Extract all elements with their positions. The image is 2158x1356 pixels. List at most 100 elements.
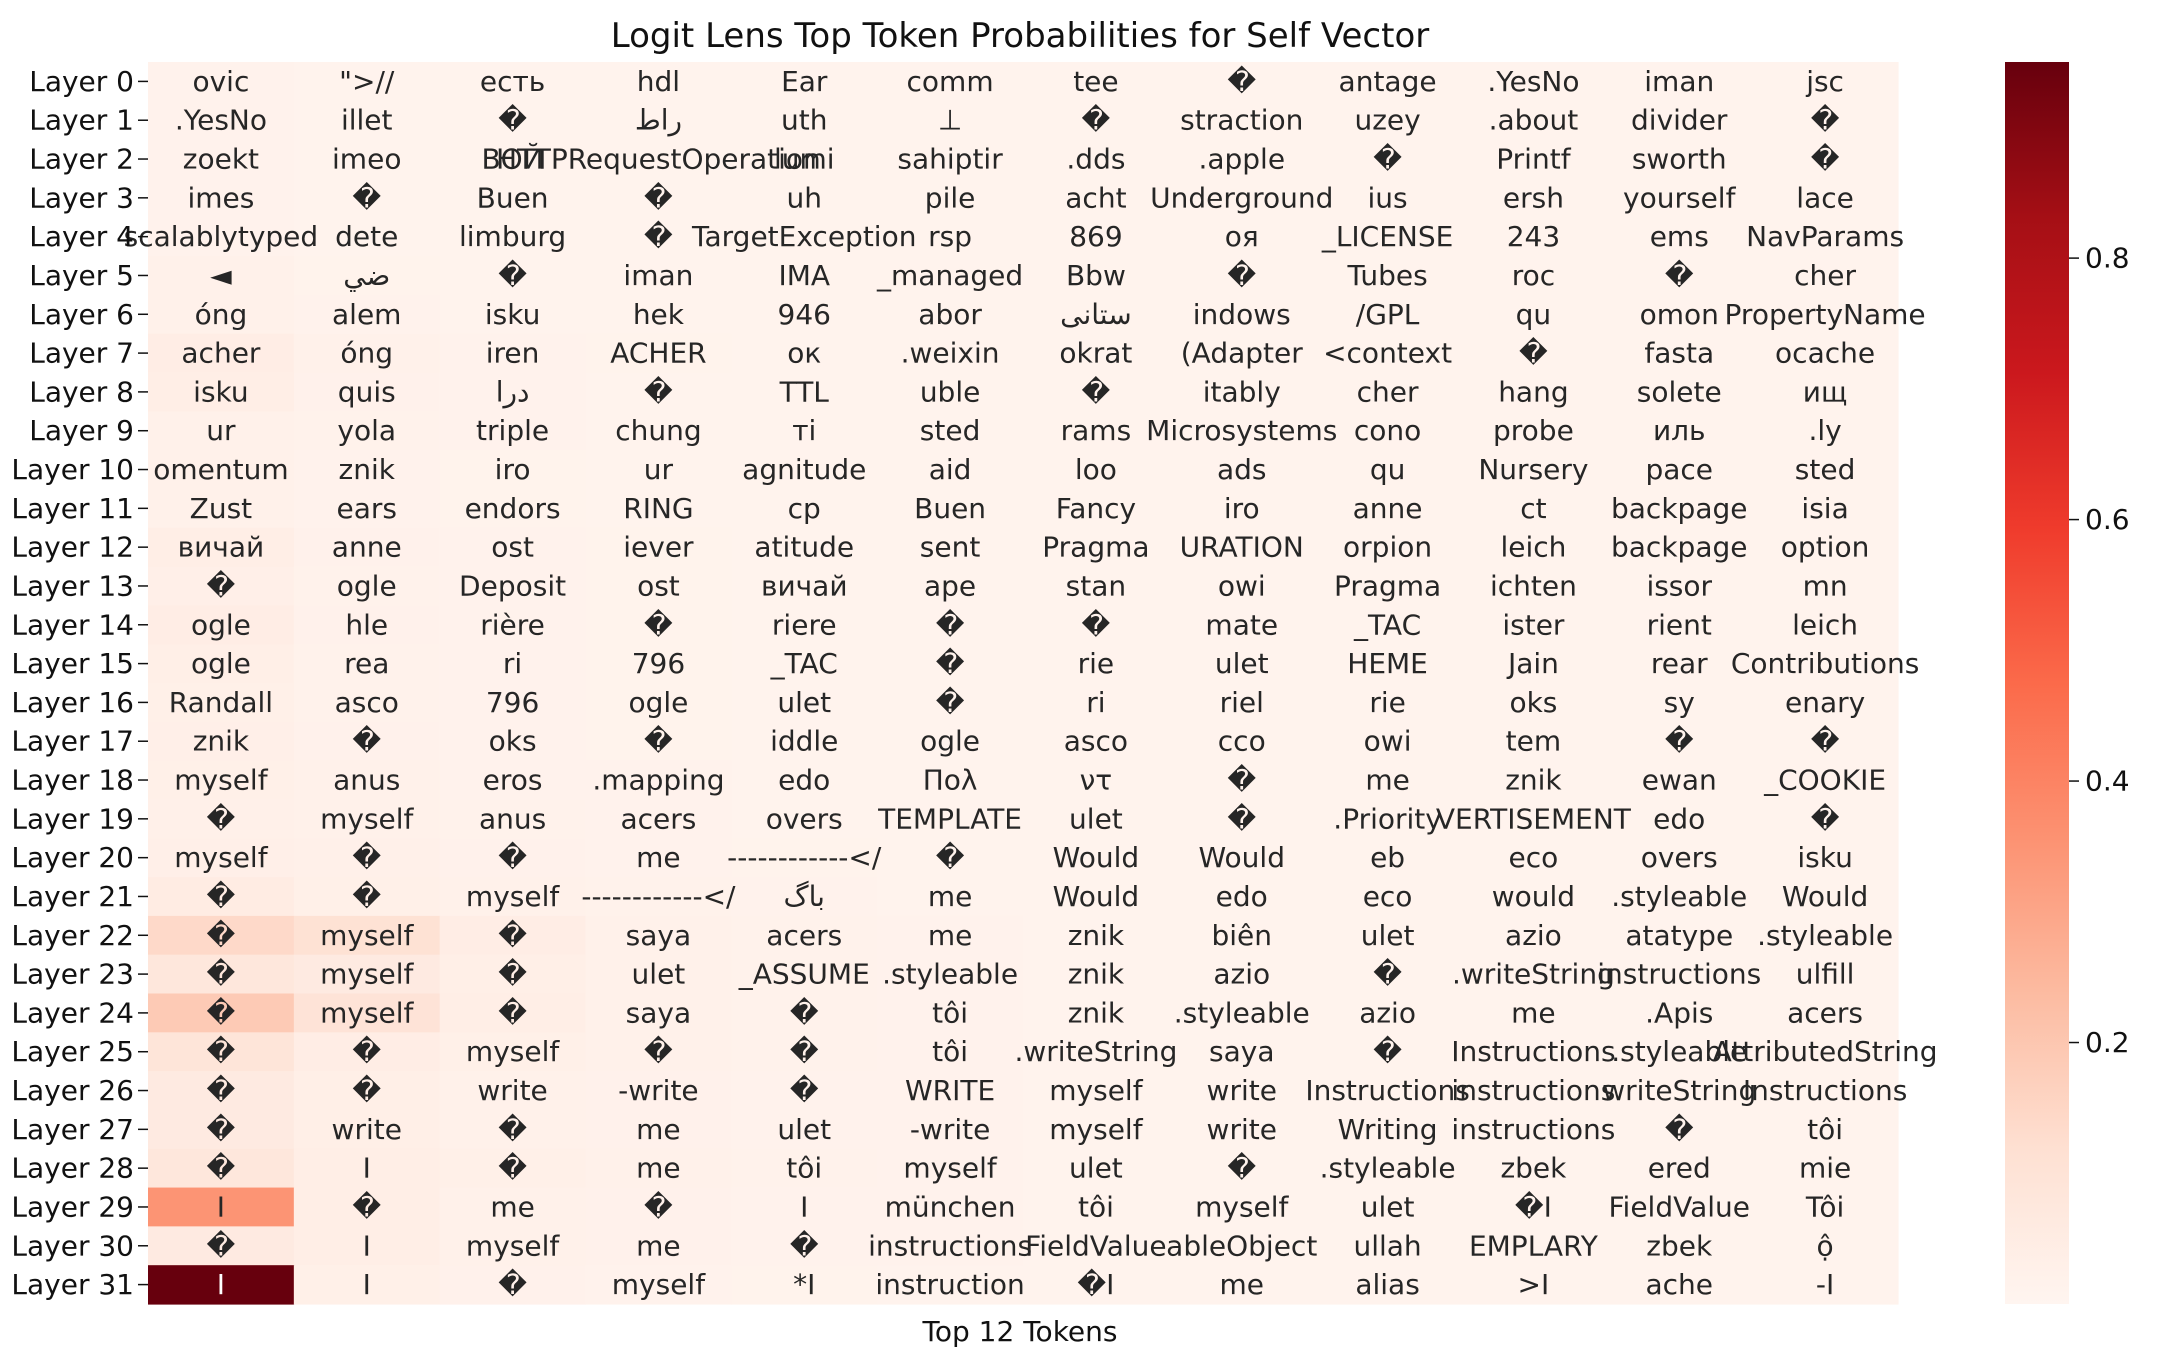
cell-token-label: 796: [632, 647, 685, 680]
heatmap-cell: [1168, 954, 1316, 995]
heatmap-cell: [293, 372, 441, 412]
heatmap-cell: [1460, 566, 1607, 606]
heatmap-cell: [1023, 139, 1170, 180]
heatmap-cell: [731, 217, 878, 257]
cell-token-label: ">//: [339, 65, 395, 98]
cell-token-label: �: [936, 686, 965, 719]
heatmap-cell: [877, 527, 1024, 568]
cell-token-label: �: [498, 958, 527, 991]
cell-token-label: Printf: [1496, 143, 1571, 176]
cell-token-label: FieldValue: [1608, 1190, 1750, 1223]
heatmap-cell: [731, 178, 878, 218]
cell-token-label: I: [363, 1152, 371, 1185]
heatmap-cell: [1606, 256, 1753, 296]
cell-token-label: �: [352, 880, 381, 913]
cell-token-label: *I: [793, 1268, 815, 1301]
heatmap-cell: [585, 178, 732, 218]
heatmap-cell: [1314, 139, 1462, 180]
heatmap-cell: [148, 760, 295, 801]
heatmap-cell: [1023, 178, 1170, 218]
heatmap-cell: [1460, 644, 1607, 684]
heatmap-cell: [877, 333, 1024, 374]
cell-token-label: write: [477, 1074, 547, 1107]
heatmap-cell: [1460, 217, 1607, 257]
heatmap-cell: [1168, 411, 1316, 451]
cell-token-label: I: [217, 1190, 225, 1223]
heatmap-cell: [293, 877, 441, 917]
cell-token-label: aid: [929, 453, 972, 486]
heatmap-cell: [731, 683, 878, 723]
heatmap-cell: [585, 721, 732, 762]
cell-token-label: Instructions: [1305, 1074, 1469, 1107]
heatmap-cell: [293, 488, 441, 529]
cell-token-label: ogle: [628, 686, 688, 719]
heatmap-cell: [585, 372, 732, 412]
cell-token-label: ищ: [1803, 375, 1848, 408]
heatmap-cell: [439, 721, 587, 762]
heatmap-cell: [731, 877, 878, 917]
cell-token-label: вичай: [761, 569, 848, 602]
cell-token-label: ⊥: [938, 104, 962, 137]
cell-token-label: ost: [491, 531, 534, 564]
cell-token-label: stan: [1066, 569, 1126, 602]
heatmap-cell: [1606, 954, 1753, 995]
heatmap-cell: [293, 644, 441, 684]
heatmap-cell: [585, 62, 732, 102]
cell-token-label: zbek: [1500, 1152, 1567, 1185]
y-tick-label: Layer 19: [11, 802, 134, 835]
cell-token-label: ACHER: [610, 337, 706, 370]
y-tick-label: Layer 3: [29, 181, 134, 214]
heatmap-cell: [1023, 217, 1170, 257]
heatmap-cell: [1606, 1187, 1753, 1227]
heatmap-cell: [439, 1148, 587, 1189]
cell-token-label: isku: [193, 375, 248, 408]
heatmap-cell: [1606, 683, 1753, 723]
cell-token-label: leich: [1792, 608, 1858, 641]
heatmap-cell: [585, 217, 732, 257]
heatmap-cell: [1606, 450, 1753, 490]
heatmap-cell: [1460, 1148, 1607, 1189]
heatmap-cell: [1752, 372, 1899, 412]
heatmap-cell: [1752, 1187, 1899, 1227]
heatmap-cell: [148, 721, 295, 762]
heatmap-cell: [1460, 450, 1607, 490]
heatmap-cell: [1752, 721, 1899, 762]
heatmap-cell: [731, 1109, 878, 1150]
heatmap-cell: [731, 333, 878, 374]
cell-token-label: IMA: [778, 259, 830, 292]
cell-token-label: azio: [1359, 996, 1416, 1029]
heatmap-cell: [293, 915, 441, 956]
cell-token-label: ads: [1217, 453, 1267, 486]
cell-token-label: �: [207, 880, 236, 913]
cell-token-label: abor: [918, 298, 982, 331]
heatmap-cell: [1168, 1187, 1316, 1227]
cell-token-label: �: [1227, 802, 1256, 835]
heatmap-cell: [1023, 799, 1170, 839]
cell-token-label: �: [1082, 375, 1111, 408]
heatmap-cell: [1168, 139, 1316, 180]
cell-token-label: leich: [1500, 531, 1566, 564]
cell-token-label: ogle: [191, 647, 251, 680]
heatmap-cell: [1314, 566, 1462, 606]
cell-token-label: münchen: [885, 1190, 1016, 1223]
cell-token-label: ulet: [1069, 802, 1123, 835]
cell-token-label: isku: [1797, 841, 1852, 874]
cell-token-label: instructions: [868, 1229, 1032, 1262]
heatmap-cell: [1460, 411, 1607, 451]
heatmap-cell: [585, 1148, 732, 1189]
heatmap-cell: [1460, 1226, 1607, 1266]
heatmap-cell: [1460, 1032, 1607, 1072]
cell-token-label: VERTISEMENT: [1436, 802, 1632, 835]
heatmap-cell: [148, 1109, 295, 1150]
cell-token-label: asco: [1064, 725, 1128, 758]
heatmap-cell: [148, 488, 295, 529]
cell-token-label: write: [1207, 1074, 1277, 1107]
heatmap-cell: [1314, 1032, 1462, 1072]
heatmap-cell: [585, 838, 732, 878]
heatmap-cell: [1314, 1071, 1462, 1111]
heatmap-cell: [1606, 1265, 1753, 1305]
heatmap-cell: [585, 256, 732, 296]
heatmap-cell: [1606, 721, 1753, 762]
cell-token-label: NavParams: [1746, 220, 1904, 253]
cell-token-label: backpage: [1611, 492, 1747, 525]
